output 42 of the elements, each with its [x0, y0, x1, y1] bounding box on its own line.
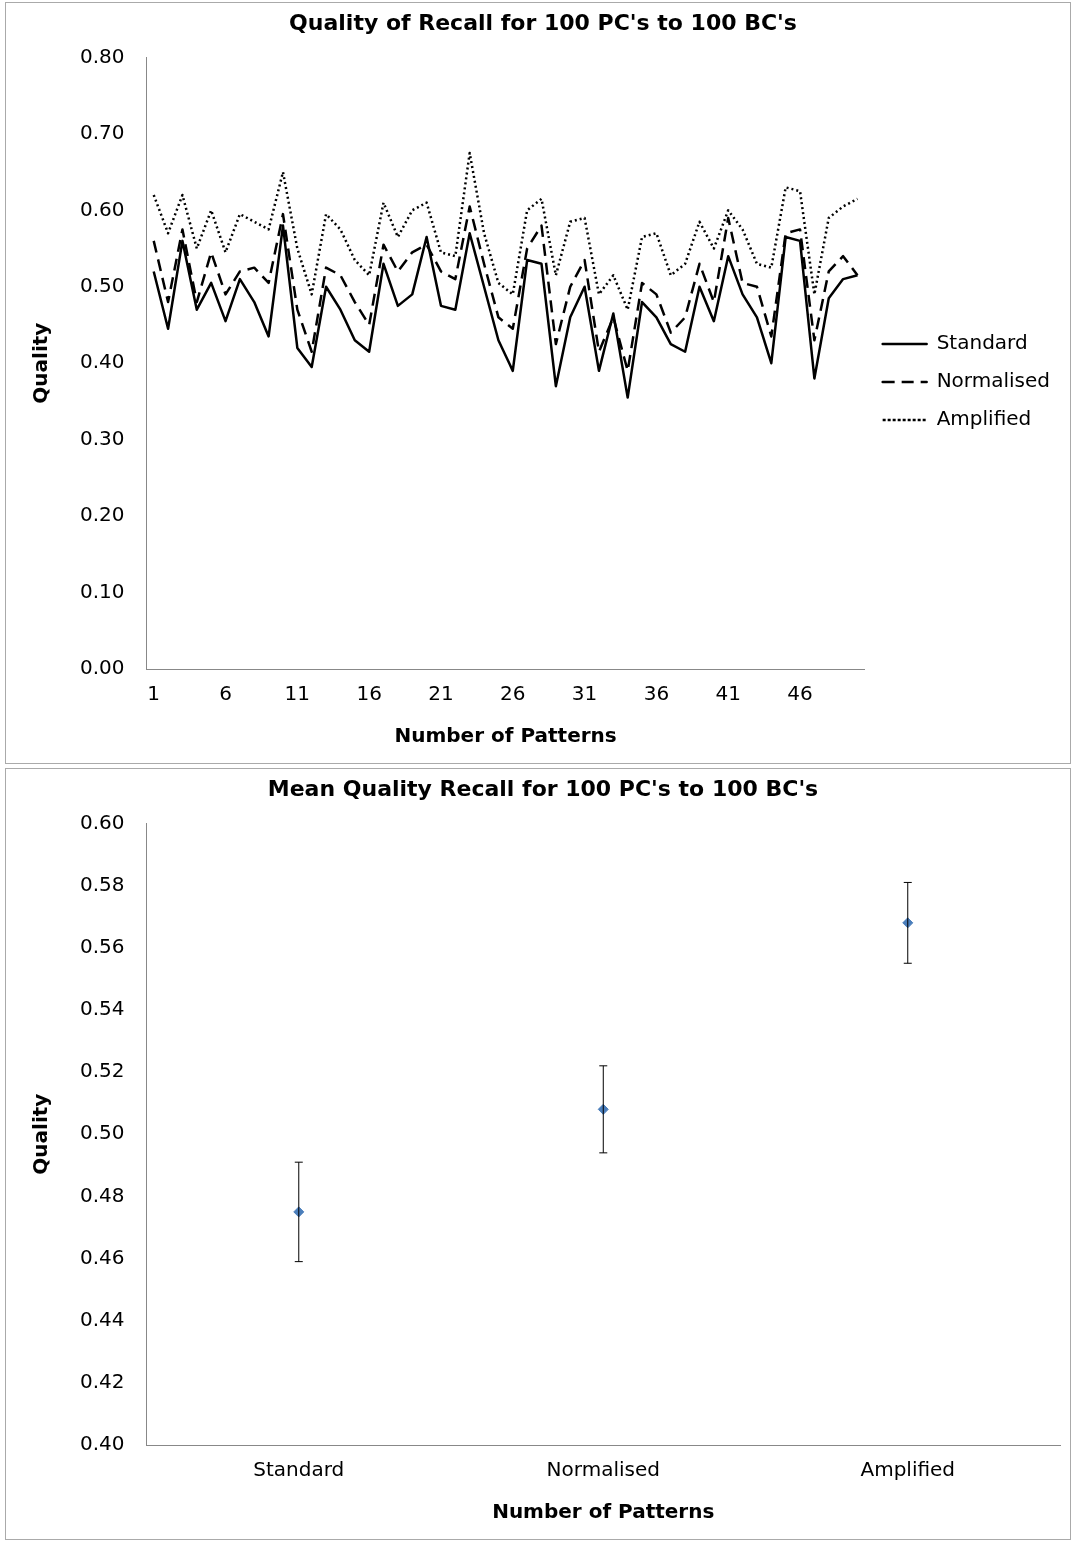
y-tick-label: 0.10 [80, 578, 125, 603]
x-tick-label: 46 [787, 681, 813, 706]
legend-label: Amplified [936, 406, 1032, 431]
x-axis-title: Number of Patterns [394, 723, 617, 748]
y-tick-label: 0.42 [80, 1369, 125, 1394]
y-tick-label: 0.50 [80, 272, 125, 297]
y-tick-label: 0.48 [80, 1182, 125, 1207]
y-tick-label: 0.00 [80, 655, 125, 680]
y-tick-label: 0.50 [80, 1120, 125, 1145]
y-tick-label: 0.56 [80, 933, 125, 958]
y-tick-label: 0.60 [80, 809, 125, 834]
y-tick-label: 0.20 [80, 502, 125, 527]
x-tick-label: 36 [643, 681, 670, 706]
legend-label: Standard [936, 330, 1028, 355]
y-axis-title: Quality [28, 322, 53, 404]
x-tick-label: 26 [500, 681, 526, 706]
y-tick-label: 0.58 [80, 871, 125, 896]
y-axis-title: Quality [28, 1093, 53, 1175]
x-tick-label: Standard [253, 1457, 345, 1482]
y-tick-label: 0.80 [80, 43, 125, 68]
y-tick-label: 0.60 [80, 196, 125, 221]
x-tick-label: 31 [571, 681, 598, 706]
x-tick-label: 11 [284, 681, 311, 706]
x-tick-label: 21 [428, 681, 454, 706]
x-tick-label: Normalised [546, 1457, 660, 1482]
y-tick-label: 0.40 [80, 349, 125, 374]
x-tick-label: Amplified [860, 1457, 956, 1482]
chart-title: Mean Quality Recall for 100 PC's to 100 BC's [267, 775, 819, 801]
x-tick-label: 1 [147, 681, 161, 706]
x-axis-title: Number of Patterns [492, 1499, 715, 1524]
y-tick-label: 0.54 [80, 996, 125, 1021]
legend-label: Normalised [936, 368, 1050, 393]
y-tick-label: 0.52 [80, 1058, 125, 1083]
x-tick-label: 6 [219, 681, 232, 706]
y-tick-label: 0.30 [80, 425, 125, 450]
x-tick-label: 41 [715, 681, 741, 706]
y-tick-label: 0.44 [80, 1306, 125, 1331]
y-tick-label: 0.70 [80, 120, 125, 145]
x-tick-label: 16 [356, 681, 382, 706]
chart-title: Quality of Recall for 100 PC's to 100 BC's [289, 9, 797, 35]
y-tick-label: 0.40 [80, 1431, 125, 1456]
y-tick-label: 0.46 [80, 1244, 125, 1269]
